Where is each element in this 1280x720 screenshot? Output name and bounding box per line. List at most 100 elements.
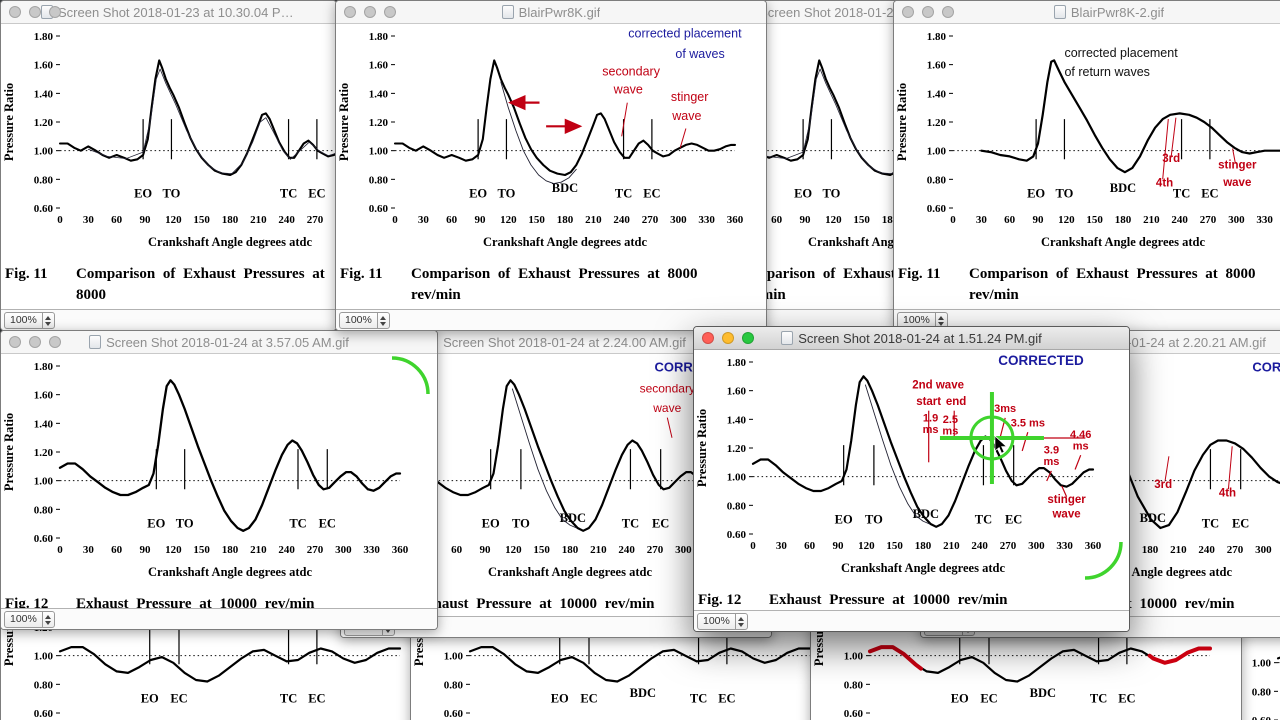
- zoom-stepper[interactable]: [734, 614, 747, 629]
- chart-annotation: start: [916, 396, 941, 408]
- chart-annotation: secondary: [602, 64, 660, 78]
- y-tick-label: 0.80: [34, 679, 54, 691]
- timing-mark-label: EC: [1118, 692, 1135, 706]
- chart-annotation: stinger: [671, 90, 709, 104]
- x-tick-label: 120: [165, 214, 182, 226]
- x-tick-label: 120: [858, 540, 875, 552]
- timing-mark-label: TO: [498, 187, 516, 201]
- window-titlebar[interactable]: BlairPwr8K.gif: [336, 1, 766, 24]
- x-tick-label: 300: [675, 544, 692, 556]
- close-button[interactable]: [9, 6, 21, 18]
- zoom-percentage-control[interactable]: 100%: [339, 312, 390, 329]
- timing-mark-label: TC: [1173, 187, 1190, 201]
- x-tick-label: 0: [392, 214, 398, 226]
- minimize-button[interactable]: [722, 332, 734, 344]
- x-tick-label: 60: [1004, 214, 1016, 226]
- annotation-line: [1164, 456, 1170, 481]
- pressure-curve: [393, 59, 737, 177]
- x-tick-label: 90: [833, 540, 845, 552]
- zoom-button[interactable]: [384, 6, 396, 18]
- chart-annotation: corrected placement: [628, 26, 742, 40]
- chart-annotation: 3.9: [1044, 445, 1059, 457]
- zoom-stepper[interactable]: [376, 313, 389, 328]
- zoom-button[interactable]: [742, 332, 754, 344]
- x-tick-label: 150: [853, 214, 870, 226]
- zoom-button[interactable]: [49, 6, 61, 18]
- pressure-curve: [500, 81, 577, 185]
- timing-mark-label: EC: [170, 692, 187, 706]
- minimize-button[interactable]: [29, 336, 41, 348]
- zoom-percentage-control[interactable]: 100%: [4, 611, 55, 628]
- timing-mark-label: EO: [134, 187, 152, 201]
- minimize-button[interactable]: [29, 6, 41, 18]
- y-tick-label: 0.60: [727, 529, 747, 541]
- close-button[interactable]: [9, 336, 21, 348]
- zoom-value: 100%: [10, 613, 37, 625]
- window-title: Screen Shot 2018-01-24 at 3.57.05 AM.gif: [106, 334, 349, 350]
- timing-mark-label: TC: [280, 692, 297, 706]
- window-titlebar[interactable]: Screen Shot 2018-01-23 at 10.30.04 PM.gi…: [1, 1, 336, 24]
- timing-mark-label: TC: [615, 187, 632, 201]
- y-tick-label: 1.20: [727, 443, 747, 455]
- y-tick-label: 1.80: [927, 31, 947, 43]
- window-footer: 100%: [336, 309, 766, 330]
- window-w5: Screen Shot 2018-01-24 at 3.57.05 AM.gif…: [0, 330, 438, 630]
- zoom-value: 100%: [10, 314, 37, 326]
- zoom-value: 100%: [703, 615, 730, 627]
- zoom-stepper[interactable]: [41, 313, 54, 328]
- close-button[interactable]: [344, 6, 356, 18]
- x-tick-label: 300: [670, 214, 687, 226]
- x-axis-label: Crankshaft Angle degrees atdc: [488, 565, 652, 579]
- y-tick-label: 1.00: [369, 146, 389, 158]
- minimize-button[interactable]: [922, 6, 934, 18]
- x-tick-label: 240: [1171, 214, 1188, 226]
- zoom-stepper[interactable]: [41, 612, 54, 627]
- timing-mark-label: EC: [718, 692, 735, 706]
- timing-mark-label: EO: [794, 187, 812, 201]
- x-tick-label: 300: [1228, 214, 1245, 226]
- zoom-stepper[interactable]: [934, 313, 947, 328]
- zoom-button[interactable]: [942, 6, 954, 18]
- annotation-line: [1170, 117, 1177, 157]
- file-proxy-icon: [501, 5, 514, 19]
- chart-annotation: of waves: [675, 47, 724, 61]
- timing-mark-label: TC: [289, 517, 306, 531]
- y-tick-label: 1.20: [927, 117, 947, 129]
- annotation-line: [1046, 470, 1052, 482]
- timing-mark-label: EO: [141, 692, 159, 706]
- traffic-lights: [702, 332, 754, 344]
- zoom-stepper-up-icon: [738, 616, 745, 621]
- minimize-button[interactable]: [364, 6, 376, 18]
- annotation-line: [1074, 454, 1082, 470]
- y-tick-label: 1.40: [34, 88, 54, 100]
- x-tick-label: 30: [776, 540, 788, 552]
- timing-mark-label: EO: [551, 692, 569, 706]
- zoom-button[interactable]: [49, 336, 61, 348]
- zoom-stepper-down-icon: [385, 628, 392, 633]
- window-titlebar[interactable]: Screen Shot 2018-01-24 at 1.51.24 PM.gif: [694, 327, 1129, 350]
- zoom-percentage-control[interactable]: 100%: [4, 312, 55, 329]
- pressure-curve: [980, 59, 1280, 174]
- close-button[interactable]: [702, 332, 714, 344]
- y-tick-label: 0.60: [444, 708, 464, 720]
- title-area: Screen Shot 2018-01-24 at 1.51.24 PM.gif: [781, 331, 1042, 346]
- x-tick-label: 270: [307, 544, 324, 556]
- window-w7: Screen Shot 2018-01-24 at 1.51.24 PM.gif…: [693, 326, 1130, 632]
- window-titlebar[interactable]: Screen Shot 2018-01-24 at 3.57.05 AM.gif: [1, 331, 437, 354]
- x-tick-label: 240: [278, 214, 295, 226]
- annotation-line: [1061, 485, 1068, 497]
- x-tick-label: 30: [83, 214, 95, 226]
- chart-annotation: 3rd: [1154, 479, 1172, 491]
- zoom-percentage-control[interactable]: 100%: [697, 613, 748, 630]
- x-tick-label: 330: [698, 214, 715, 226]
- close-button[interactable]: [902, 6, 914, 18]
- x-axis-label: Crankshaft Angle degrees atdc: [148, 565, 312, 579]
- x-tick-label: 0: [57, 544, 63, 556]
- timing-mark-label: TO: [823, 187, 841, 201]
- window-titlebar[interactable]: BlairPwr8K-2.gif: [894, 1, 1280, 24]
- pressure-chart: 1.80 1.60 1.40 1.20 1.00 0.80 0.600 30 60 90 120 15…: [337, 26, 744, 249]
